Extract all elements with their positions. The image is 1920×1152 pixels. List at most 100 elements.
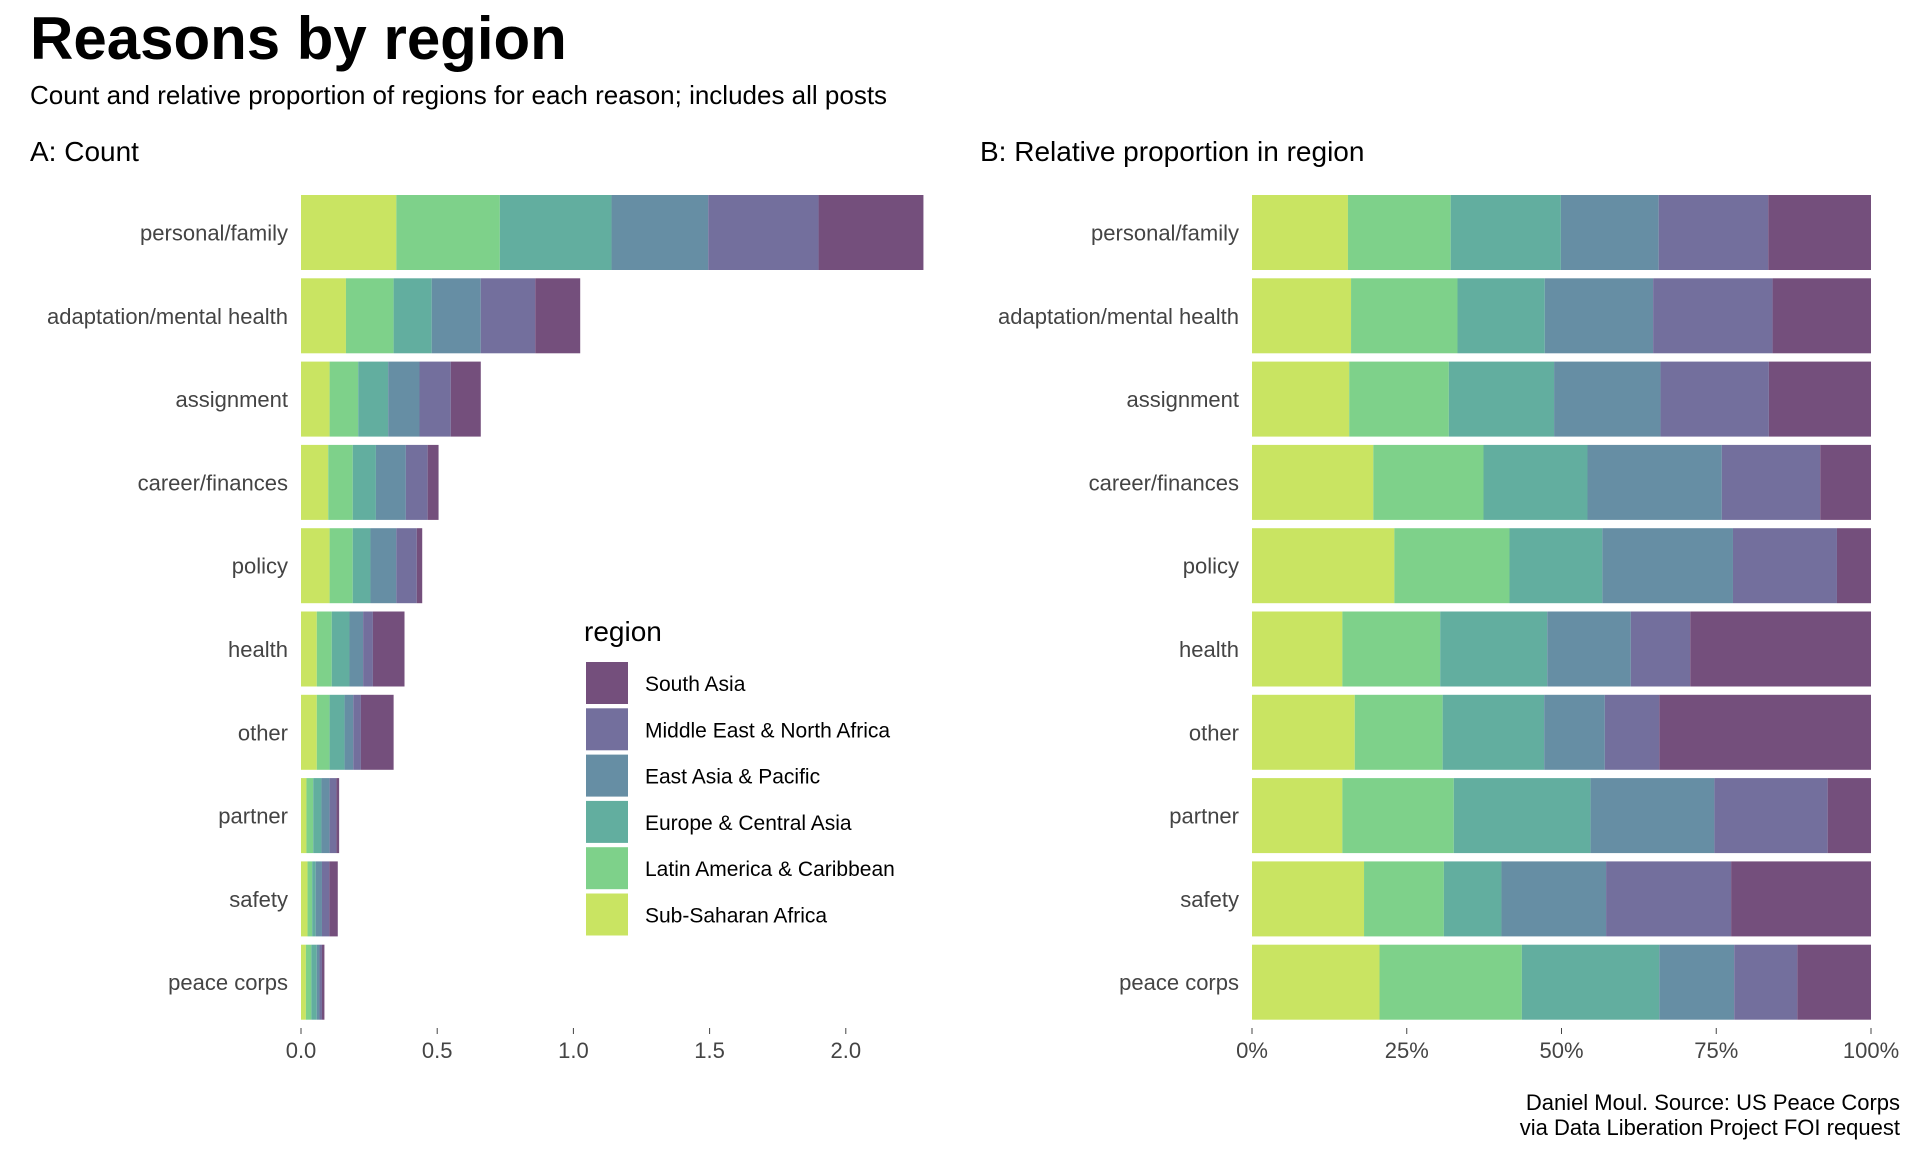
b-bar-partner-south-asia — [1827, 778, 1871, 854]
a-tick-label: 0.5 — [422, 1038, 453, 1063]
b-bar-safety-europe-central-asia — [1443, 861, 1502, 937]
a-bar-personal-family-sub-saharan-africa — [301, 195, 397, 270]
a-bar-personal-family-europe-central-asia — [499, 195, 612, 270]
b-bar-health-middle-east-north-africa — [1630, 611, 1691, 687]
legend-label-europe-central-asia: Europe & Central Asia — [645, 812, 852, 835]
b-bar-peace-corps-east-asia-pacific — [1659, 944, 1735, 1020]
a-bar-safety-sub-saharan-africa — [301, 861, 308, 937]
a-bar-safety-latin-america-caribbean — [307, 861, 313, 937]
a-bar-partner-latin-america-caribbean — [306, 778, 314, 854]
legend-label-latin-america-caribbean: Latin America & Caribbean — [645, 858, 895, 881]
a-bar-adaptation-mental-health-middle-east-north-africa — [480, 278, 536, 354]
b-category-label-policy: policy — [1183, 554, 1239, 579]
a-bar-safety-europe-central-asia — [312, 861, 316, 937]
chart-subtitle: Count and relative proportion of regions… — [30, 80, 888, 110]
b-category-label-career-finances: career/finances — [1089, 470, 1239, 495]
b-bar-partner-middle-east-north-africa — [1714, 778, 1828, 854]
b-bar-career-finances-south-asia — [1820, 444, 1871, 520]
a-tick-label: 1.0 — [558, 1038, 589, 1063]
a-bar-safety-middle-east-north-africa — [321, 861, 330, 937]
legend-title: region — [584, 616, 662, 647]
a-category-label-safety: safety — [229, 887, 288, 912]
a-bar-adaptation-mental-health-sub-saharan-africa — [301, 278, 346, 354]
b-bar-other-south-asia — [1659, 694, 1871, 770]
legend-swatch-east-asia-pacific — [586, 754, 628, 797]
b-bar-adaptation-mental-health-middle-east-north-africa — [1653, 278, 1773, 354]
b-bar-peace-corps-latin-america-caribbean — [1379, 944, 1522, 1020]
b-bar-health-south-asia — [1690, 611, 1871, 687]
b-bar-career-finances-middle-east-north-africa — [1721, 444, 1821, 520]
b-category-label-other: other — [1189, 720, 1239, 745]
legend-swatch-south-asia — [586, 662, 628, 704]
a-bar-peace-corps-south-asia — [321, 944, 325, 1020]
caption-line-1: Daniel Moul. Source: US Peace Corps — [1525, 1090, 1900, 1115]
a-bar-other-latin-america-caribbean — [316, 694, 330, 770]
b-bar-policy-south-asia — [1836, 528, 1871, 604]
b-bar-policy-latin-america-caribbean — [1394, 528, 1510, 604]
b-bar-safety-south-asia — [1731, 861, 1871, 937]
a-bar-assignment-east-asia-pacific — [388, 361, 420, 437]
b-category-label-adaptation-mental-health: adaptation/mental health — [998, 304, 1239, 329]
b-bar-other-sub-saharan-africa — [1252, 694, 1355, 770]
b-bar-safety-sub-saharan-africa — [1252, 861, 1365, 937]
a-bar-career-finances-sub-saharan-africa — [301, 444, 329, 520]
b-category-label-safety: safety — [1180, 887, 1239, 912]
b-bar-health-sub-saharan-africa — [1252, 611, 1343, 687]
legend-swatch-latin-america-caribbean — [586, 847, 628, 890]
chart-title: Reasons by region — [30, 5, 567, 72]
b-category-label-health: health — [1179, 637, 1239, 662]
a-bar-peace-corps-sub-saharan-africa — [301, 944, 306, 1020]
a-bar-career-finances-middle-east-north-africa — [405, 444, 428, 520]
b-bar-personal-family-europe-central-asia — [1450, 195, 1561, 270]
a-category-label-career-finances: career/finances — [138, 470, 288, 495]
b-bar-assignment-sub-saharan-africa — [1252, 361, 1350, 437]
legend-swatch-europe-central-asia — [586, 800, 628, 843]
b-bar-adaptation-mental-health-europe-central-asia — [1457, 278, 1545, 354]
b-bar-partner-europe-central-asia — [1453, 778, 1591, 854]
a-bar-partner-europe-central-asia — [313, 778, 322, 854]
legend: region South Asia Middle East & North Afr… — [584, 616, 895, 936]
b-bar-health-europe-central-asia — [1440, 611, 1548, 687]
a-bar-peace-corps-middle-east-north-africa — [319, 944, 322, 1020]
b-category-label-personal-family: personal/family — [1091, 221, 1239, 246]
a-category-label-personal-family: personal/family — [140, 221, 288, 246]
b-tick-label: 50% — [1539, 1038, 1583, 1063]
caption: Daniel Moul. Source: US Peace Corps via … — [1520, 1090, 1900, 1140]
panel-a-count: personal/family adaptation/mental health a… — [47, 195, 924, 1063]
b-category-label-partner: partner — [1169, 804, 1239, 829]
b-bar-adaptation-mental-health-sub-saharan-africa — [1252, 278, 1352, 354]
b-bar-policy-sub-saharan-africa — [1252, 528, 1395, 604]
b-bar-other-latin-america-caribbean — [1354, 694, 1443, 770]
b-bar-personal-family-middle-east-north-africa — [1658, 195, 1769, 270]
b-bar-personal-family-east-asia-pacific — [1560, 195, 1659, 270]
b-bar-peace-corps-sub-saharan-africa — [1252, 944, 1380, 1020]
b-bar-safety-east-asia-pacific — [1501, 861, 1607, 937]
b-bar-partner-east-asia-pacific — [1590, 778, 1715, 854]
b-bar-adaptation-mental-health-south-asia — [1772, 278, 1871, 354]
a-bar-partner-middle-east-north-africa — [329, 778, 337, 854]
a-bar-adaptation-mental-health-south-asia — [535, 278, 581, 354]
b-bar-other-middle-east-north-africa — [1604, 694, 1660, 770]
a-bar-other-south-asia — [360, 694, 394, 770]
a-bar-policy-sub-saharan-africa — [301, 528, 330, 604]
panel-b-proportion: personal/family adaptation/mental health a… — [998, 195, 1899, 1063]
b-bar-adaptation-mental-health-latin-america-caribbean — [1351, 278, 1458, 354]
a-bar-assignment-europe-central-asia — [358, 361, 389, 437]
a-category-label-health: health — [228, 637, 288, 662]
panel-a-title: A: Count — [30, 136, 139, 167]
a-bar-partner-sub-saharan-africa — [301, 778, 307, 854]
a-bar-adaptation-mental-health-latin-america-caribbean — [345, 278, 394, 354]
legend-swatch-middle-east-north-africa — [586, 708, 628, 751]
caption-line-2: via Data Liberation Project FOI request — [1519, 1115, 1900, 1140]
a-bar-assignment-sub-saharan-africa — [301, 361, 330, 437]
b-bar-safety-middle-east-north-africa — [1606, 861, 1732, 937]
a-bar-adaptation-mental-health-europe-central-asia — [393, 278, 432, 354]
a-bar-career-finances-east-asia-pacific — [375, 444, 406, 520]
a-bar-assignment-middle-east-north-africa — [419, 361, 451, 437]
b-bar-other-east-asia-pacific — [1544, 694, 1605, 770]
a-bar-policy-south-asia — [416, 528, 423, 604]
legend-label-east-asia-pacific: East Asia & Pacific — [645, 766, 820, 789]
b-bar-assignment-east-asia-pacific — [1554, 361, 1661, 437]
legend-label-sub-saharan-africa: Sub-Saharan Africa — [645, 905, 827, 928]
